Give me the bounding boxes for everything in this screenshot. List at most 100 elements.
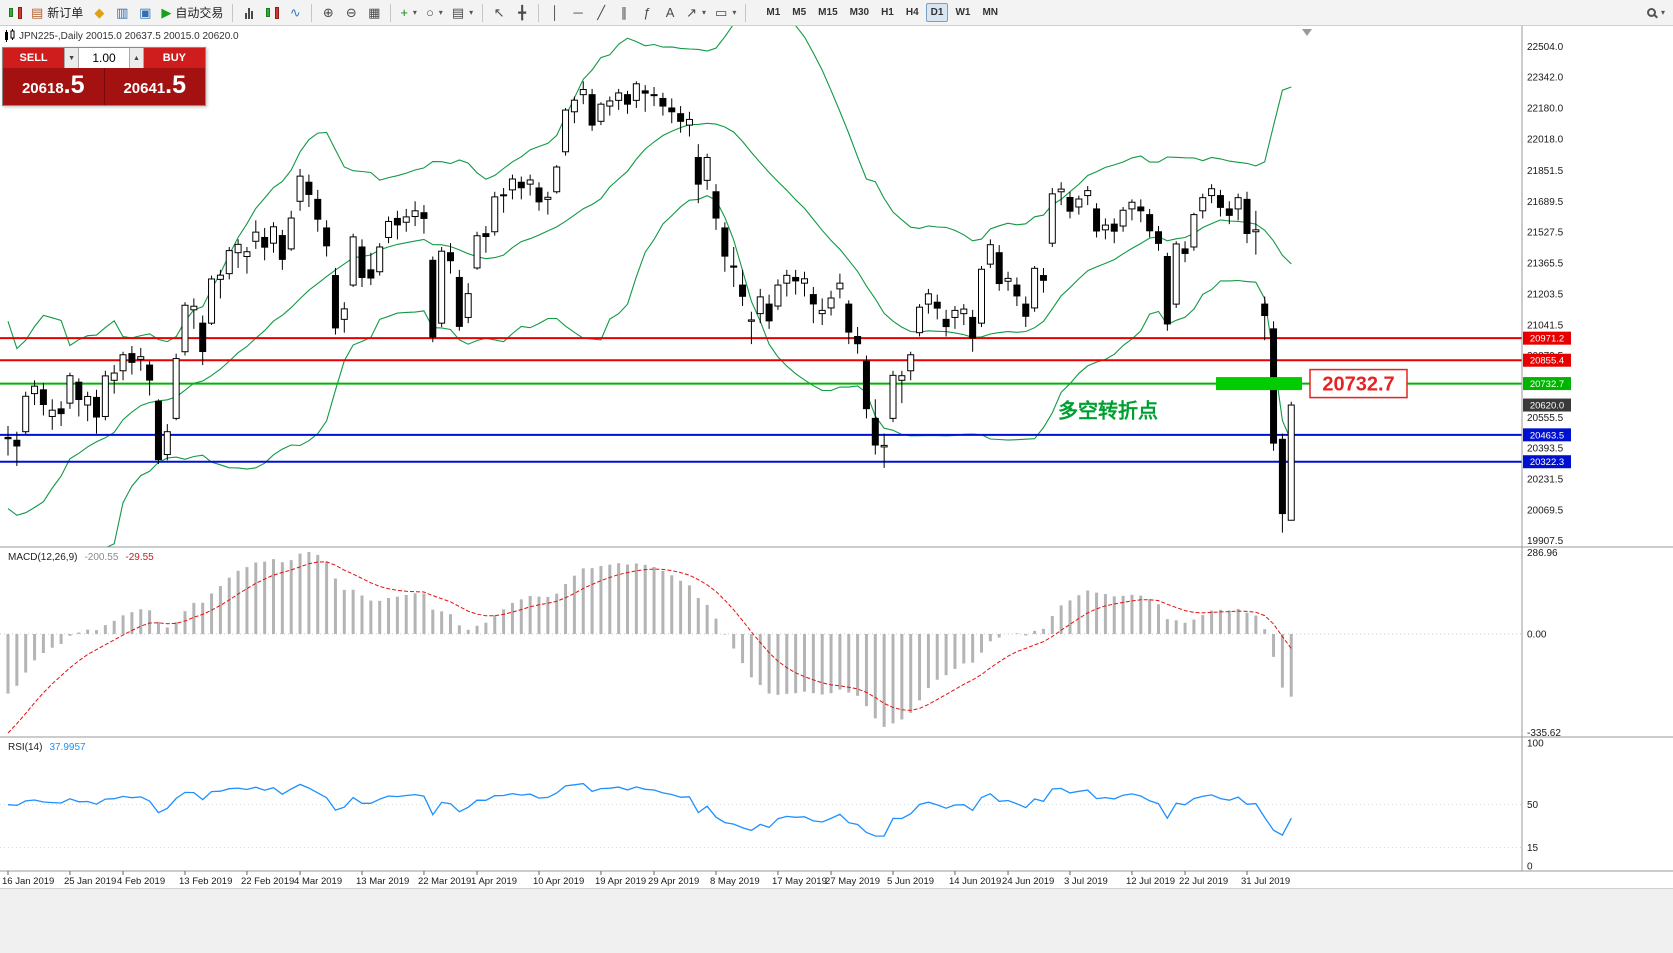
fibonacci-icon-glyph: ƒ [643, 5, 651, 20]
svg-text:20231.5: 20231.5 [1527, 475, 1564, 486]
timeframe-h4[interactable]: H4 [905, 7, 919, 18]
timeframe-m30[interactable]: M30 [849, 7, 870, 18]
buy-button[interactable]: BUY [143, 48, 205, 68]
svg-text:21365.5: 21365.5 [1527, 259, 1564, 270]
chart-window: 20732.7 多空转折点 JPN225-,Daily 20015.0 20637.… [0, 26, 1673, 888]
chevron-down-icon[interactable]: ▾ [732, 8, 737, 17]
bar-chart-icon[interactable] [238, 2, 260, 24]
chevron-down-icon[interactable]: ▾ [469, 8, 474, 17]
periods-icon[interactable]: ○ ▾ [422, 2, 447, 24]
metaeditor-icon[interactable]: ◆ [88, 2, 110, 24]
vertical-line-icon-glyph: │ [551, 5, 560, 20]
templates-icon-glyph: ▤ [451, 5, 465, 20]
channel-icon[interactable]: ∥ [613, 2, 635, 24]
new-order-button-glyph: ▤ [31, 5, 44, 20]
chevron-down-icon[interactable]: ▾ [1660, 8, 1665, 17]
timeframe-d1[interactable]: D1 [925, 3, 949, 22]
arrows-icon[interactable]: ↗ ▾ [682, 2, 710, 24]
svg-text:50: 50 [1527, 800, 1539, 811]
market-watch-icon[interactable]: ▥ [111, 2, 133, 24]
price-tag-20855.4: 20855.4 [1523, 353, 1571, 367]
zoom-out-icon[interactable]: ⊖ [340, 2, 362, 24]
svg-text:20555.5: 20555.5 [1527, 413, 1564, 424]
svg-text:29 Apr 2019: 29 Apr 2019 [648, 876, 699, 887]
timeframe-m1[interactable]: M1 [766, 7, 781, 18]
macd-histogram [6, 552, 1293, 727]
svg-text:20620.0: 20620.0 [1530, 401, 1564, 412]
svg-text:0: 0 [1527, 862, 1533, 873]
search-icon[interactable]: ▾ [1643, 2, 1669, 24]
svg-text:3 Jul 2019: 3 Jul 2019 [1064, 876, 1108, 887]
bollinger-lower-band [106, 194, 1292, 547]
rsi-line [7, 782, 1292, 837]
svg-text:0.00: 0.00 [1527, 629, 1547, 640]
text-label-icon[interactable]: A [659, 2, 681, 24]
svg-text:5 Jun 2019: 5 Jun 2019 [887, 876, 934, 887]
market-watch-icon-glyph: ▥ [116, 5, 129, 20]
svg-text:1 Apr 2019: 1 Apr 2019 [471, 876, 517, 887]
svg-text:24 Jun 2019: 24 Jun 2019 [1002, 876, 1054, 887]
price-callout-box[interactable] [1309, 368, 1408, 399]
svg-text:19 Apr 2019: 19 Apr 2019 [595, 876, 646, 887]
crosshair-icon[interactable]: ╋ [511, 2, 533, 24]
main-panel: 20732.7 多空转折点 [0, 26, 1522, 547]
macd-label: MACD(12,26,9) -200.55 -29.55 [8, 552, 154, 563]
volume-up-button[interactable]: ▲ [129, 48, 144, 68]
navigator-icon-glyph: ▣ [139, 5, 152, 20]
chevron-down-icon[interactable]: ▾ [438, 8, 443, 17]
svg-text:13 Mar 2019: 13 Mar 2019 [356, 876, 409, 887]
timeframe-w1[interactable]: W1 [955, 7, 971, 18]
sell-button[interactable]: SELL [3, 48, 65, 68]
toolbar-divider [390, 3, 392, 22]
svg-text:20971.2: 20971.2 [1530, 334, 1564, 345]
autotrading-button[interactable]: ▶ 自动交易 [157, 2, 227, 24]
volume-input[interactable] [79, 48, 129, 68]
horizontal-line-icon[interactable]: ─ [567, 2, 589, 24]
tile-windows-icon-glyph: ▦ [368, 5, 381, 20]
app-charts-icon[interactable] [4, 2, 26, 24]
mini-candle-down [274, 6, 279, 19]
tile-windows-icon[interactable]: ▦ [363, 2, 385, 24]
templates-icon[interactable]: ▤ ▾ [448, 2, 477, 24]
rsi-panel: RSI(14) 37.9957 [0, 742, 1522, 849]
svg-text:10 Apr 2019: 10 Apr 2019 [533, 876, 584, 887]
line-chart-icon[interactable]: ∿ [284, 2, 306, 24]
cursor-icon[interactable]: ↖ [488, 2, 510, 24]
macd-panel: MACD(12,26,9) -200.55 -29.55 [0, 552, 1522, 734]
timeframe-m5[interactable]: M5 [792, 7, 807, 18]
buy-price[interactable]: 20641.5 [104, 68, 205, 105]
shapes-icon[interactable]: ▭ ▾ [711, 2, 740, 24]
svg-text:31 Jul 2019: 31 Jul 2019 [1241, 876, 1290, 887]
zoom-in-icon[interactable]: ⊕ [317, 2, 339, 24]
timeframe-h1[interactable]: H1 [881, 7, 894, 18]
shapes-icon-glyph: ▭ [715, 5, 728, 20]
svg-text:22342.0: 22342.0 [1527, 73, 1564, 84]
chart-shift-marker[interactable] [1302, 29, 1312, 36]
svg-text:-335.62: -335.62 [1527, 728, 1561, 739]
timeframe-mn[interactable]: MN [982, 7, 999, 18]
price-chart[interactable]: 20732.7 多空转折点 JPN225-,Daily 20015.0 20637.… [0, 26, 1673, 888]
sell-price[interactable]: 20618.5 [3, 68, 105, 105]
annotation-note[interactable]: 多空转折点 [1058, 399, 1158, 423]
fibonacci-icon[interactable]: ƒ [636, 2, 658, 24]
svg-text:12 Jul 2019: 12 Jul 2019 [1126, 876, 1175, 887]
trendline-icon[interactable]: ╱ [590, 2, 612, 24]
navigator-icon[interactable]: ▣ [134, 2, 156, 24]
price-axis: 22504.0 22342.0 22180.0 22018.0 21851.5 21689… [1523, 42, 1571, 873]
volume-down-button[interactable]: ▼ [64, 48, 79, 68]
new-order-button-label: 新订单 [47, 6, 84, 20]
svg-text:21527.5: 21527.5 [1527, 228, 1564, 239]
vertical-line-icon[interactable]: │ [544, 2, 566, 24]
chevron-down-icon[interactable]: ▾ [412, 8, 417, 17]
toolbar: ▤ 新订单 ◆ ▥ ▣ ▶ 自动交易 ∿ ⊕ ⊖ ▦ + ▾ ○ ▾ ▤ ▾ ↖ ╋ │ ─ ╱ ∥ ƒ A ↗ ▾ ▭ ▾ M1 M5 M1… [0, 0, 1673, 26]
candlestick-chart-icon[interactable] [261, 2, 283, 24]
svg-text:20732.7: 20732.7 [1530, 379, 1564, 390]
highlight-rectangle[interactable] [1216, 377, 1302, 391]
chevron-down-icon[interactable]: ▾ [702, 8, 707, 17]
timeframe-m15[interactable]: M15 [818, 7, 838, 18]
autotrading-button-label: 自动交易 [175, 6, 224, 20]
svg-text:20393.5: 20393.5 [1527, 444, 1564, 455]
indicators-icon[interactable]: + ▾ [396, 2, 421, 24]
date-axis[interactable]: 16 Jan 2019 25 Jan 2019 4 Feb 2019 13 Feb 2… [2, 871, 1290, 887]
new-order-button[interactable]: ▤ 新订单 [27, 2, 87, 24]
